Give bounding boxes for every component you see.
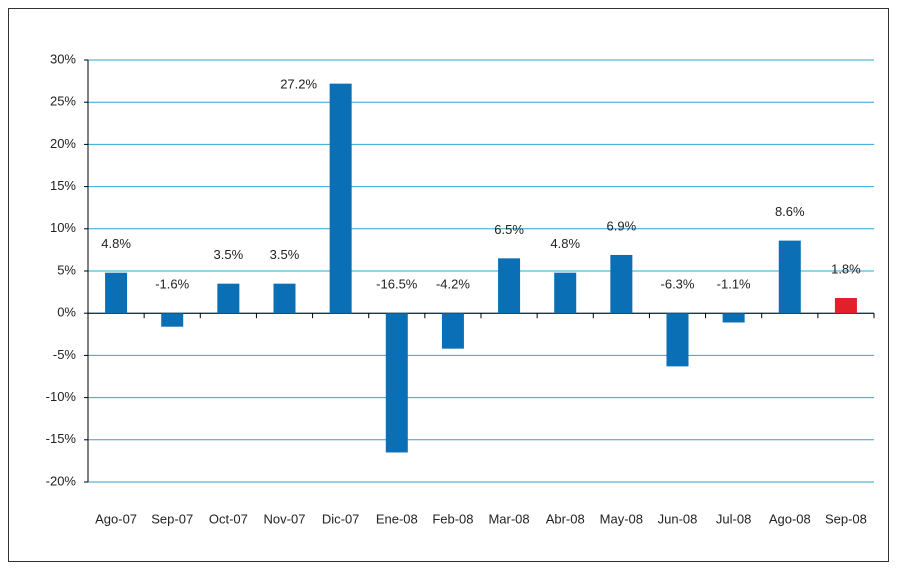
- bar: [834, 298, 857, 314]
- value-label: -16.5%: [376, 277, 418, 292]
- value-label: 4.8%: [101, 236, 131, 251]
- value-label: -1.1%: [717, 277, 751, 292]
- y-tick-label: 5%: [57, 262, 76, 277]
- y-tick-label: -20%: [46, 473, 77, 488]
- bar: [778, 240, 801, 314]
- bar: [217, 283, 240, 314]
- bar: [666, 313, 689, 367]
- x-tick-label: Ene-08: [376, 511, 418, 526]
- x-tick-label: Mar-08: [488, 511, 529, 526]
- value-label: 27.2%: [280, 76, 317, 91]
- x-tick-label: Ago-07: [95, 511, 137, 526]
- bar: [273, 283, 296, 314]
- x-tick-label: Sep-08: [825, 511, 867, 526]
- bar: [441, 313, 464, 349]
- y-tick-label: -5%: [53, 347, 77, 362]
- bar: [554, 272, 577, 314]
- value-label: -6.3%: [661, 277, 695, 292]
- x-tick-label: Jun-08: [658, 511, 698, 526]
- x-tick-label: Abr-08: [546, 511, 585, 526]
- value-label: 6.5%: [494, 222, 524, 237]
- y-tick-label: 10%: [50, 220, 76, 235]
- y-tick-label: 0%: [57, 305, 76, 320]
- y-tick-label: 20%: [50, 136, 76, 151]
- y-tick-label: 30%: [50, 51, 76, 66]
- x-tick-label: Ago-08: [769, 511, 811, 526]
- value-label: 4.8%: [550, 236, 580, 251]
- y-tick-label: 15%: [50, 178, 76, 193]
- value-label: 3.5%: [214, 247, 244, 262]
- x-tick-label: Jul-08: [716, 511, 751, 526]
- bar: [329, 83, 352, 314]
- y-tick-label: 25%: [50, 94, 76, 109]
- bar: [610, 254, 633, 314]
- bar: [722, 313, 745, 323]
- value-label: 1.8%: [831, 261, 861, 276]
- chart-frame: [8, 8, 889, 562]
- x-tick-label: Sep-07: [151, 511, 193, 526]
- x-tick-label: Oct-07: [209, 511, 248, 526]
- bar: [105, 272, 128, 314]
- value-label: -4.2%: [436, 277, 470, 292]
- value-label: 6.9%: [607, 218, 637, 233]
- x-tick-label: Dic-07: [322, 511, 360, 526]
- y-tick-label: -10%: [46, 389, 77, 404]
- bar: [161, 313, 184, 327]
- value-label: 8.6%: [775, 204, 805, 219]
- bar: [498, 258, 521, 314]
- value-label: 3.5%: [270, 247, 300, 262]
- x-tick-label: Feb-08: [432, 511, 473, 526]
- value-label: -1.6%: [155, 277, 189, 292]
- bar: [385, 313, 408, 453]
- y-tick-label: -15%: [46, 431, 77, 446]
- x-tick-label: May-08: [600, 511, 643, 526]
- x-tick-label: Nov-07: [264, 511, 306, 526]
